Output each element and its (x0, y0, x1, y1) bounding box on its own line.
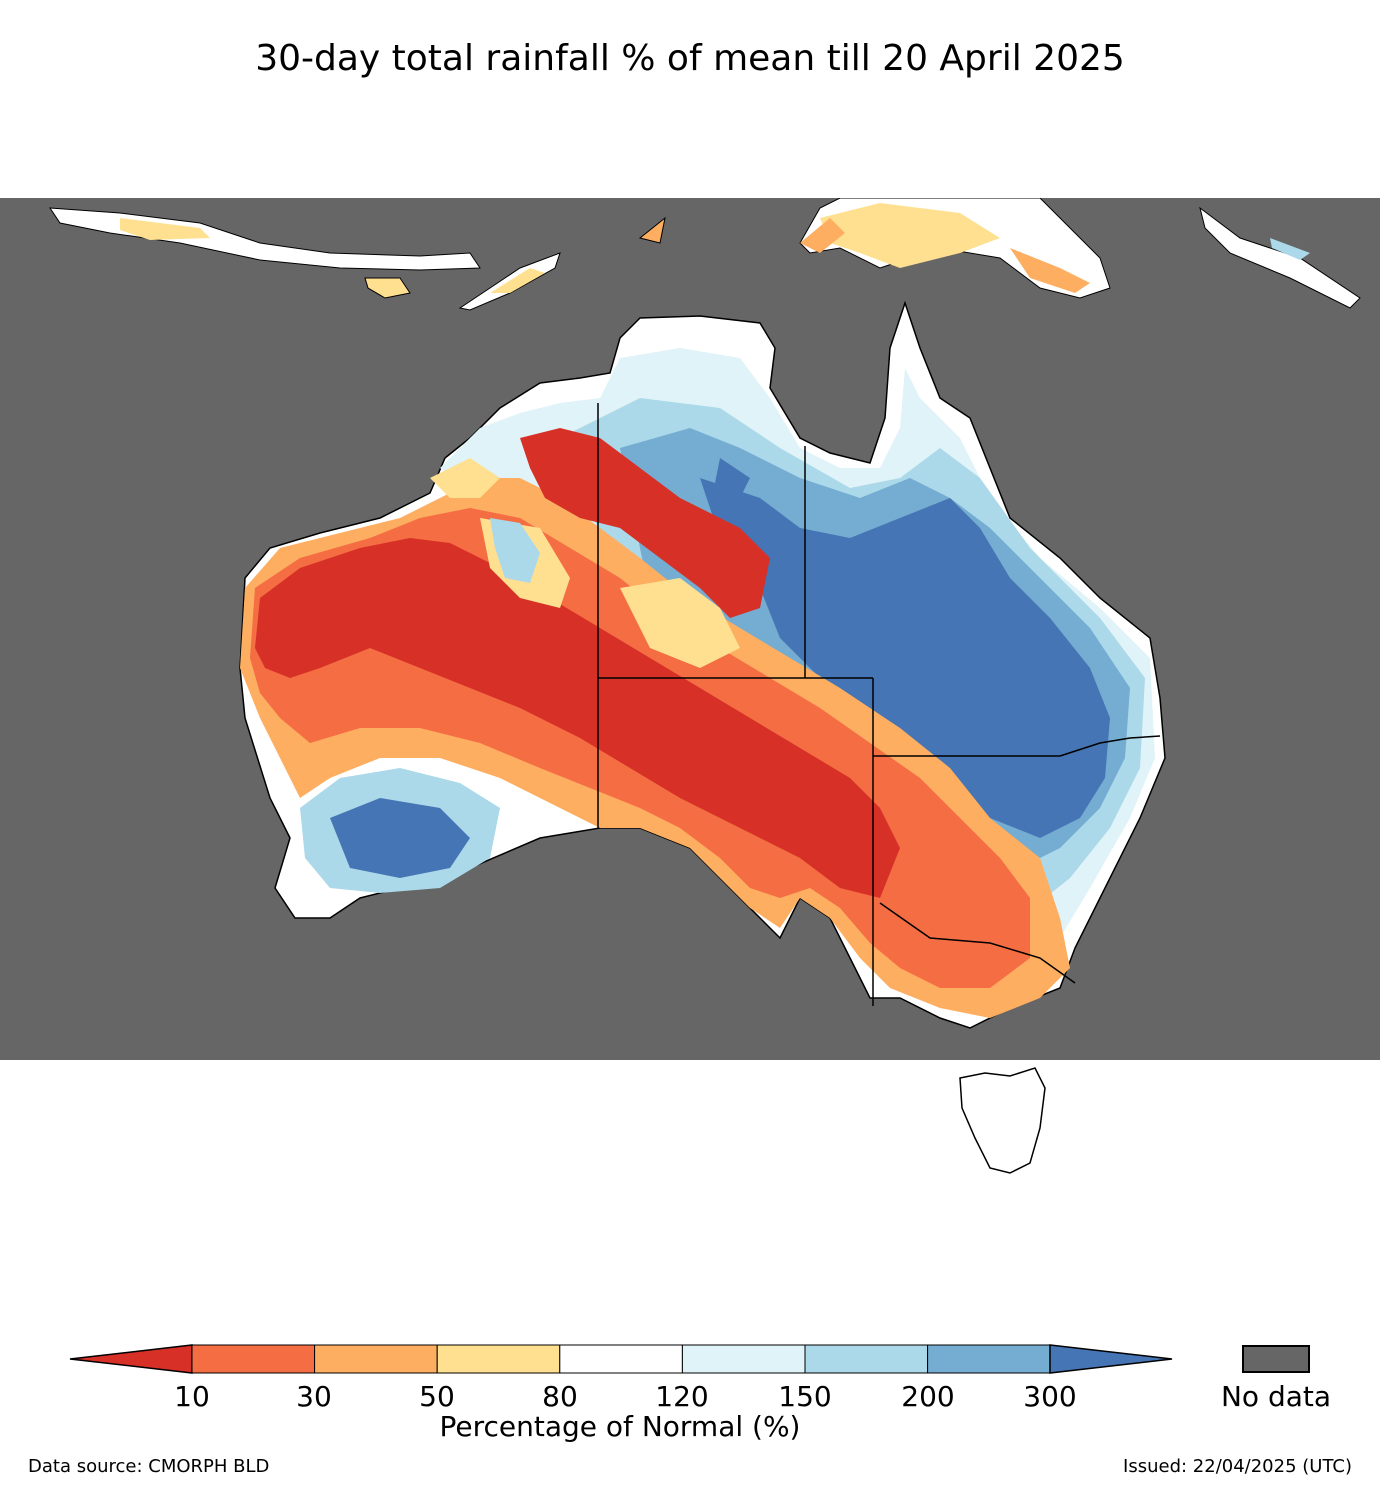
tasmania (959, 1067, 1046, 1174)
northern-islands (49, 198, 1361, 311)
state-borders (597, 403, 1161, 1006)
colorbar-bin (314, 1344, 438, 1374)
colorbar-tick: 300 (1023, 1380, 1077, 1413)
colorbar-bin (927, 1344, 1051, 1374)
colorbar-tick: 150 (778, 1380, 832, 1413)
colorbar-bin (436, 1344, 561, 1374)
colorbar-extend-low (69, 1344, 193, 1374)
high-rain-region (700, 478, 1110, 838)
colorbar-bin (559, 1344, 683, 1374)
colorbar-bin (681, 1344, 806, 1374)
colorbar-tick: 80 (542, 1380, 578, 1413)
nodata-label: No data (1220, 1380, 1332, 1413)
colorbar-extend-high (1049, 1344, 1173, 1374)
colorbar-tick: 30 (296, 1380, 332, 1413)
colorbar-tick: 200 (901, 1380, 955, 1413)
nodata-swatch (1242, 1345, 1310, 1373)
rainfall-map (0, 198, 1380, 1174)
colorbar-bin (804, 1344, 929, 1374)
colorbar-tick: 50 (419, 1380, 455, 1413)
colorbar-tick: 120 (655, 1380, 709, 1413)
colorbar-tick: 10 (174, 1380, 210, 1413)
map-title: 30-day total rainfall % of mean till 20 … (255, 38, 1125, 79)
colorbar-bin (191, 1344, 316, 1374)
data-source: Data source: CMORPH BLD (28, 1456, 270, 1477)
colorbar-label: Percentage of Normal (%) (439, 1410, 801, 1443)
issued-date: Issued: 22/04/2025 (UTC) (1123, 1456, 1352, 1477)
colorbar (69, 1344, 1173, 1374)
